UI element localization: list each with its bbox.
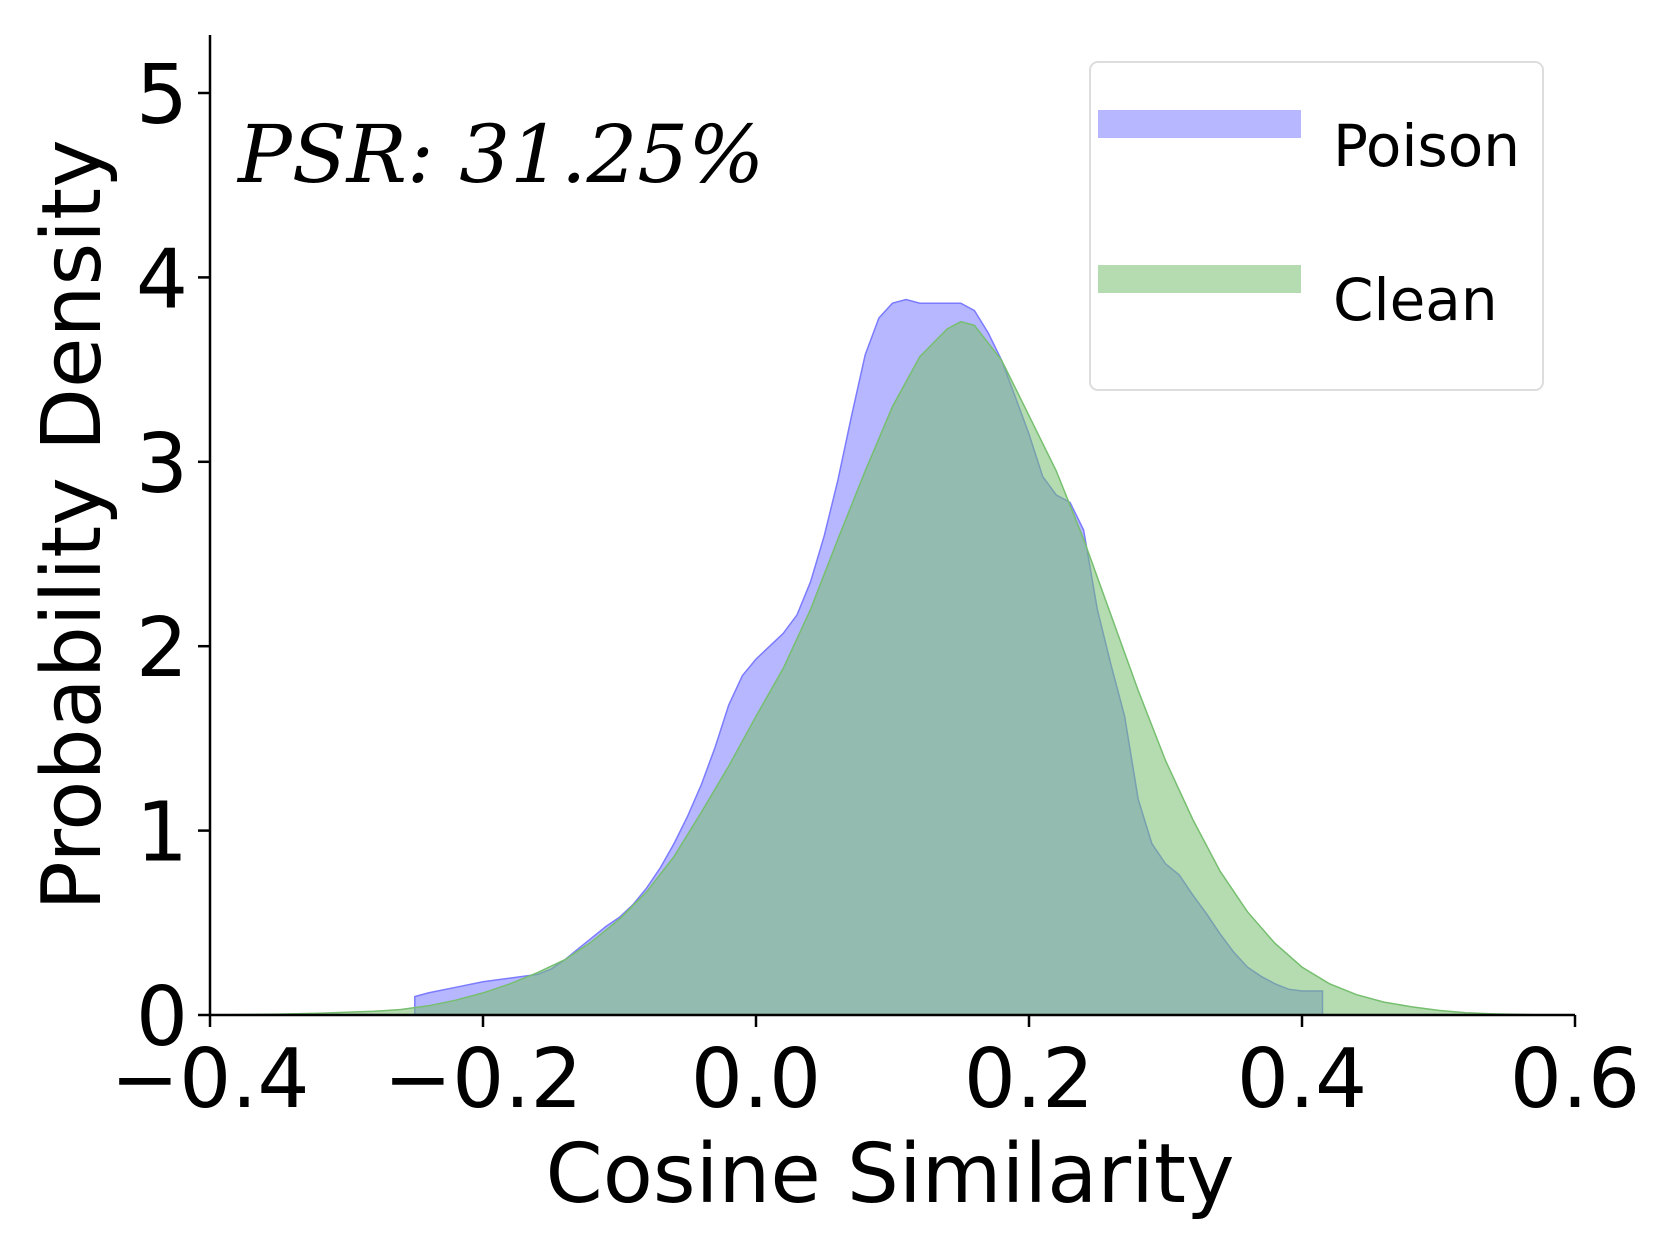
legend-swatch-clean — [1098, 265, 1301, 293]
x-tick-label: 0.6 — [1510, 1032, 1640, 1127]
legend-swatch-poison — [1098, 110, 1301, 138]
density-area-clean — [209, 320, 1548, 1016]
y-tick-label: 1 — [136, 786, 188, 881]
legend-label-clean: Clean — [1333, 266, 1498, 334]
y-tick-label: 4 — [136, 232, 188, 327]
x-tick-label: 0.4 — [1237, 1032, 1367, 1127]
psr-annotation: PSR: 31.25% — [236, 108, 764, 201]
x-axis-title: Cosine Similarity — [545, 1127, 1234, 1222]
legend-label-poison: Poison — [1333, 112, 1520, 180]
legend-frame — [1089, 61, 1544, 391]
x-tick-label: 0.2 — [964, 1032, 1094, 1127]
x-tick-label: −0.2 — [383, 1032, 582, 1127]
y-tick-label: 3 — [136, 417, 188, 512]
ticks: −0.4 −0.2 0.0 0.2 0.4 0.6 0 1 2 3 4 5 — [110, 48, 1640, 1127]
legend: Poison Clean — [1089, 61, 1544, 391]
x-tick-label: −0.4 — [110, 1032, 309, 1127]
axes — [208, 35, 1575, 1017]
plot-areas — [209, 298, 1548, 1016]
y-axis-title: Probability Density — [25, 139, 120, 910]
y-tick-label: 5 — [136, 48, 188, 143]
y-tick-label: 2 — [136, 601, 188, 696]
x-tick-label: 0.0 — [691, 1032, 821, 1127]
y-tick-label: 0 — [136, 970, 188, 1065]
